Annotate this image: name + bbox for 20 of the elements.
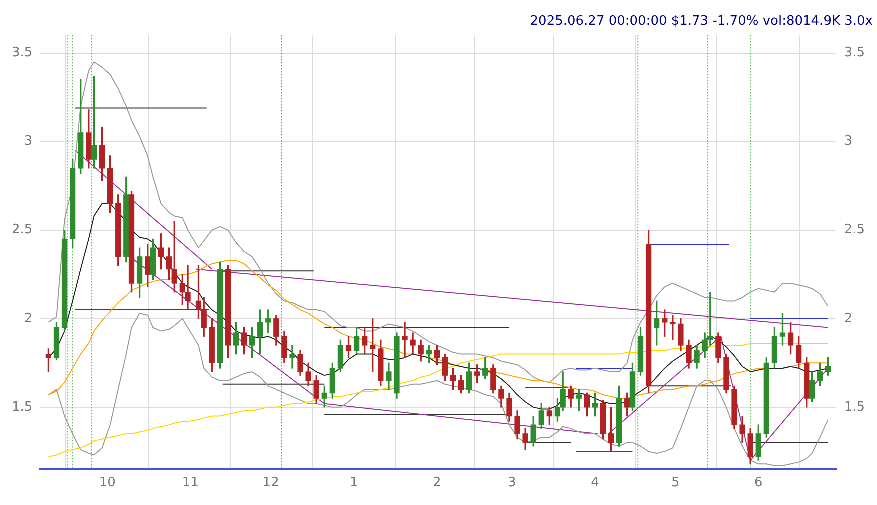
x-tick-label: 12 bbox=[262, 476, 280, 491]
x-tick-label: 1 bbox=[350, 476, 358, 491]
y2-tick-label: 1.5 bbox=[844, 400, 866, 415]
y-tick-label: 3.5 bbox=[12, 46, 33, 61]
x-tick-label: 2 bbox=[433, 476, 442, 491]
y-tick-label: 1.5 bbox=[12, 400, 33, 415]
y-tick-label: 2 bbox=[24, 311, 33, 326]
y2-tick-label: 2.5 bbox=[844, 222, 866, 238]
x-tick-label: 6 bbox=[754, 476, 763, 491]
y-tick-label: 3 bbox=[24, 134, 33, 150]
y2-tick-label: 3.5 bbox=[844, 46, 866, 61]
y2-tick-label: 3 bbox=[844, 134, 853, 150]
y-tick-label: 2.5 bbox=[12, 222, 33, 238]
x-tick-label: 10 bbox=[99, 476, 116, 491]
chart-title: 2025.06.27 00:00:00 $1.73 -1.70% vol:8014.9K 3.0x bbox=[530, 14, 874, 30]
x-tick-label: 3 bbox=[508, 476, 516, 491]
y2-tick-label: 2 bbox=[844, 311, 853, 326]
x-tick-label: 11 bbox=[182, 476, 199, 491]
x-tick-label: 5 bbox=[671, 476, 680, 491]
x-tick-label: 4 bbox=[591, 476, 600, 491]
